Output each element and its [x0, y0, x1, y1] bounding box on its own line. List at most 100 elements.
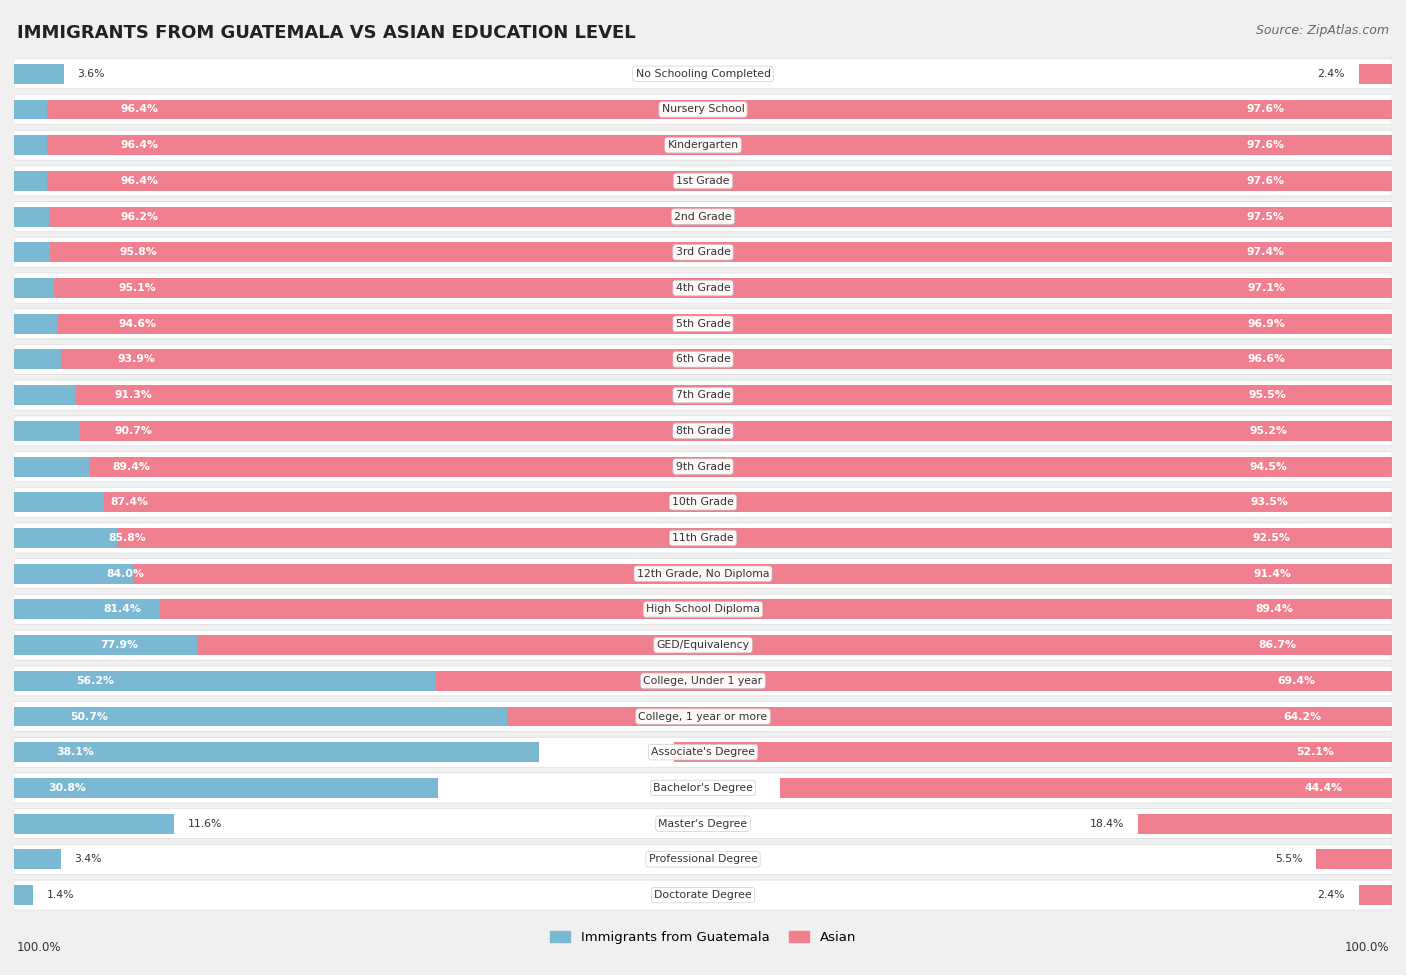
Text: 52.1%: 52.1% [1296, 747, 1334, 758]
Text: 94.5%: 94.5% [1250, 461, 1288, 472]
Bar [14, 99, 1343, 119]
Text: 5.5%: 5.5% [1275, 854, 1302, 865]
Bar [673, 742, 1392, 762]
FancyBboxPatch shape [14, 95, 1392, 125]
Bar [14, 528, 1197, 548]
Bar [14, 849, 60, 870]
Text: 95.8%: 95.8% [120, 248, 157, 257]
Text: GED/Equivalency: GED/Equivalency [657, 641, 749, 650]
Text: 97.5%: 97.5% [1247, 212, 1285, 221]
Text: 96.4%: 96.4% [121, 140, 159, 150]
Text: 6th Grade: 6th Grade [676, 355, 730, 365]
FancyBboxPatch shape [14, 702, 1392, 731]
Bar [104, 492, 1392, 512]
Text: 64.2%: 64.2% [1284, 712, 1322, 722]
Legend: Immigrants from Guatemala, Asian: Immigrants from Guatemala, Asian [546, 925, 860, 949]
Bar [1358, 885, 1392, 905]
Text: 44.4%: 44.4% [1305, 783, 1343, 793]
Bar [14, 778, 439, 798]
Text: 97.6%: 97.6% [1246, 104, 1284, 114]
Text: Associate's Degree: Associate's Degree [651, 747, 755, 758]
Bar [48, 171, 1392, 191]
Text: 93.5%: 93.5% [1251, 497, 1289, 507]
Bar [14, 207, 1340, 226]
Bar [49, 243, 1392, 262]
Bar [90, 456, 1392, 477]
Text: 96.4%: 96.4% [121, 104, 159, 114]
FancyBboxPatch shape [14, 131, 1392, 160]
Bar [1358, 63, 1392, 84]
Bar [14, 278, 1324, 298]
Text: 7th Grade: 7th Grade [676, 390, 730, 400]
FancyBboxPatch shape [14, 666, 1392, 696]
FancyBboxPatch shape [14, 880, 1392, 910]
Text: 94.6%: 94.6% [118, 319, 156, 329]
Text: 5th Grade: 5th Grade [676, 319, 730, 329]
Bar [14, 635, 1087, 655]
FancyBboxPatch shape [14, 737, 1392, 767]
Bar [1316, 849, 1392, 870]
Bar [436, 671, 1392, 690]
FancyBboxPatch shape [14, 237, 1392, 267]
Text: 50.7%: 50.7% [70, 712, 108, 722]
Text: 2nd Grade: 2nd Grade [675, 212, 731, 221]
Bar [118, 528, 1392, 548]
Bar [76, 385, 1392, 405]
Text: Doctorate Degree: Doctorate Degree [654, 890, 752, 900]
Text: 77.9%: 77.9% [100, 641, 138, 650]
Text: 89.4%: 89.4% [1256, 604, 1294, 614]
FancyBboxPatch shape [14, 58, 1392, 89]
Text: 1.4%: 1.4% [48, 890, 75, 900]
FancyBboxPatch shape [14, 523, 1392, 553]
Bar [53, 278, 1392, 298]
Text: 95.1%: 95.1% [120, 283, 156, 293]
Text: 3.4%: 3.4% [75, 854, 103, 865]
FancyBboxPatch shape [14, 416, 1392, 446]
Text: 9th Grade: 9th Grade [676, 461, 730, 472]
Text: 97.6%: 97.6% [1246, 176, 1284, 186]
FancyBboxPatch shape [14, 166, 1392, 196]
Bar [14, 707, 713, 726]
Text: College, Under 1 year: College, Under 1 year [644, 676, 762, 685]
Bar [48, 136, 1392, 155]
Text: 85.8%: 85.8% [108, 533, 146, 543]
Text: Professional Degree: Professional Degree [648, 854, 758, 865]
FancyBboxPatch shape [14, 451, 1392, 482]
Text: 38.1%: 38.1% [56, 747, 94, 758]
Text: 3.6%: 3.6% [77, 69, 105, 79]
Text: 93.9%: 93.9% [118, 355, 156, 365]
Text: 97.6%: 97.6% [1246, 140, 1284, 150]
Text: Master's Degree: Master's Degree [658, 819, 748, 829]
Text: 91.4%: 91.4% [1253, 568, 1291, 579]
FancyBboxPatch shape [14, 595, 1392, 624]
Text: Bachelor's Degree: Bachelor's Degree [652, 783, 754, 793]
Text: Source: ZipAtlas.com: Source: ZipAtlas.com [1256, 24, 1389, 37]
Bar [14, 885, 34, 905]
Text: 97.1%: 97.1% [1247, 283, 1285, 293]
Text: 100.0%: 100.0% [1344, 941, 1389, 954]
Bar [48, 207, 1392, 226]
Bar [1139, 814, 1392, 834]
Bar [14, 742, 538, 762]
Text: 96.6%: 96.6% [1247, 355, 1285, 365]
Text: Nursery School: Nursery School [662, 104, 744, 114]
Bar [14, 600, 1136, 619]
Text: 56.2%: 56.2% [76, 676, 114, 685]
Bar [14, 385, 1272, 405]
Text: 11.6%: 11.6% [187, 819, 222, 829]
Bar [80, 421, 1392, 441]
Bar [14, 314, 1317, 333]
Text: 97.4%: 97.4% [1247, 248, 1285, 257]
FancyBboxPatch shape [14, 844, 1392, 875]
Text: 87.4%: 87.4% [111, 497, 149, 507]
Bar [56, 314, 1392, 333]
Text: 90.7%: 90.7% [114, 426, 152, 436]
Bar [14, 671, 789, 690]
Text: 89.4%: 89.4% [112, 461, 150, 472]
Text: Kindergarten: Kindergarten [668, 140, 738, 150]
Bar [14, 564, 1171, 584]
Bar [14, 456, 1246, 477]
Bar [14, 63, 63, 84]
Text: 91.3%: 91.3% [115, 390, 153, 400]
Text: IMMIGRANTS FROM GUATEMALA VS ASIAN EDUCATION LEVEL: IMMIGRANTS FROM GUATEMALA VS ASIAN EDUCA… [17, 24, 636, 42]
